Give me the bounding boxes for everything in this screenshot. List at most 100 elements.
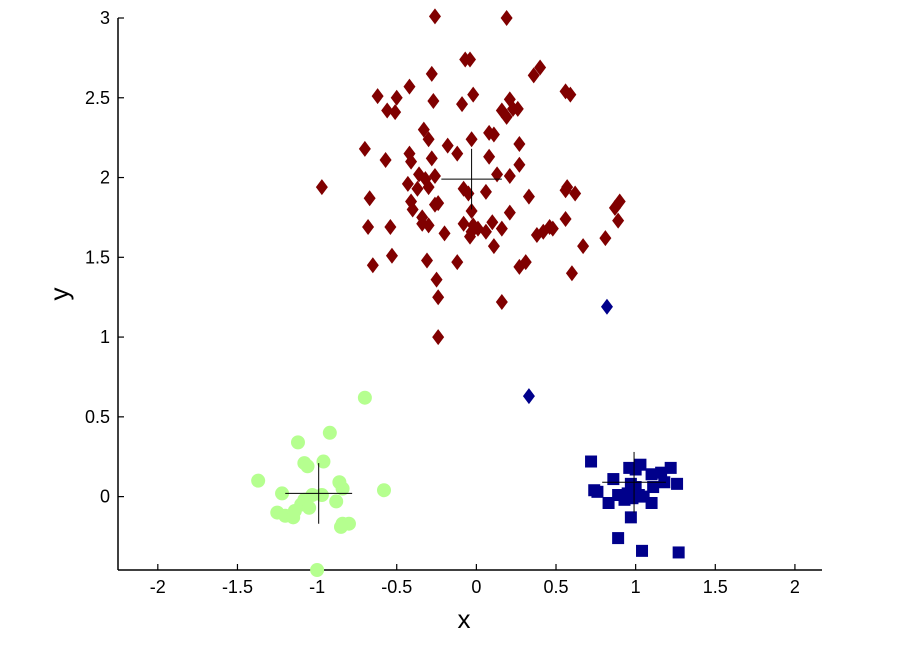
y-tick-label: 3 bbox=[100, 8, 110, 28]
data-point-diamond bbox=[546, 220, 559, 237]
y-tick-label: 2 bbox=[100, 168, 110, 188]
data-point-diamond bbox=[379, 151, 392, 168]
data-point-diamond bbox=[422, 217, 435, 234]
data-point-diamond bbox=[503, 167, 516, 184]
data-point-diamond bbox=[500, 10, 513, 26]
data-point-diamond bbox=[527, 67, 540, 84]
data-point-diamond bbox=[495, 293, 508, 310]
data-point-diamond bbox=[612, 212, 625, 229]
data-point-circle bbox=[286, 510, 301, 525]
y-tick-label: 1.5 bbox=[85, 247, 110, 267]
centroid-crosses bbox=[285, 148, 666, 524]
data-point-diamond bbox=[432, 289, 445, 306]
data-point-diamond bbox=[427, 92, 440, 109]
data-point-square bbox=[612, 532, 625, 545]
data-point-circle bbox=[300, 459, 315, 474]
data-point-diamond bbox=[451, 145, 464, 162]
data-point-diamond bbox=[464, 51, 476, 68]
data-point-square bbox=[671, 477, 684, 490]
data-point-circle bbox=[329, 494, 344, 509]
data-point-diamond bbox=[362, 218, 375, 235]
data-point-diamond bbox=[559, 211, 572, 228]
data-point-diamond bbox=[363, 190, 376, 207]
data-point-diamond bbox=[432, 195, 445, 212]
data-point-diamond bbox=[438, 225, 451, 242]
data-point-square bbox=[645, 468, 658, 481]
data-point-diamond bbox=[495, 220, 508, 237]
data-point-diamond bbox=[507, 100, 520, 117]
data-point-diamond bbox=[600, 298, 613, 315]
data-point-square bbox=[636, 544, 649, 557]
data-point-diamond bbox=[513, 136, 526, 153]
data-point-square bbox=[618, 493, 631, 506]
data-point-diamond bbox=[559, 182, 572, 199]
data-point-diamond bbox=[483, 148, 496, 165]
data-point-diamond bbox=[513, 258, 526, 275]
data-point-diamond bbox=[389, 104, 402, 121]
centroid-cross bbox=[602, 451, 666, 513]
y-tick-label: 2.5 bbox=[85, 88, 110, 108]
data-point-diamond bbox=[479, 183, 492, 200]
data-point-square bbox=[591, 485, 604, 498]
y-tick-label: 1 bbox=[100, 327, 110, 347]
data-point-square bbox=[664, 461, 677, 474]
data-point-diamond bbox=[608, 199, 621, 216]
data-point-circle bbox=[251, 473, 266, 488]
y-axis-label: y bbox=[44, 288, 74, 301]
data-point-diamond bbox=[465, 203, 478, 220]
data-point-diamond bbox=[420, 252, 433, 269]
data-points bbox=[251, 8, 685, 577]
data-point-diamond bbox=[385, 247, 398, 264]
data-point-diamond bbox=[483, 124, 496, 141]
x-tick-label: 2 bbox=[790, 577, 800, 597]
data-point-diamond bbox=[503, 204, 516, 221]
data-point-square bbox=[647, 481, 660, 494]
y-tick-label: 0 bbox=[100, 487, 110, 507]
y-ticks: 0 0.5 1 1.5 2 2.5 3 bbox=[85, 8, 124, 507]
data-point-diamond bbox=[465, 131, 478, 148]
data-point-diamond bbox=[430, 271, 443, 288]
axes bbox=[117, 18, 822, 571]
data-point-diamond bbox=[486, 214, 499, 231]
data-point-circle bbox=[335, 481, 350, 496]
data-point-diamond bbox=[425, 65, 438, 82]
data-point-square bbox=[655, 466, 668, 479]
data-point-diamond bbox=[522, 388, 535, 405]
data-point-diamond bbox=[411, 180, 424, 197]
data-point-diamond bbox=[457, 215, 470, 232]
x-tick-label: 1.5 bbox=[703, 577, 728, 597]
data-point-circle bbox=[376, 483, 391, 498]
data-point-square bbox=[585, 455, 598, 468]
x-tick-label: -0.5 bbox=[381, 577, 412, 597]
data-point-diamond bbox=[425, 150, 438, 167]
data-point-diamond bbox=[422, 179, 435, 196]
data-point-diamond bbox=[491, 166, 504, 183]
data-point-diamond bbox=[464, 228, 476, 245]
data-point-diamond bbox=[441, 137, 454, 154]
data-point-diamond bbox=[366, 257, 379, 274]
data-point-diamond bbox=[565, 265, 578, 282]
data-point-diamond bbox=[384, 218, 397, 235]
data-point-diamond bbox=[534, 59, 547, 76]
data-point-diamond bbox=[403, 78, 416, 95]
data-point-diamond bbox=[428, 167, 441, 184]
data-point-circle bbox=[275, 486, 290, 501]
data-point-diamond bbox=[599, 230, 612, 247]
data-point-diamond bbox=[500, 108, 513, 125]
data-point-diamond bbox=[503, 91, 516, 108]
data-point-diamond bbox=[530, 226, 543, 243]
x-tick-label: 1 bbox=[631, 577, 641, 597]
data-point-square bbox=[624, 511, 637, 524]
data-point-diamond bbox=[358, 140, 371, 157]
data-point-diamond bbox=[405, 153, 418, 170]
data-point-diamond bbox=[564, 86, 577, 103]
centroid-cross bbox=[441, 148, 502, 210]
x-axis-label: x bbox=[458, 604, 471, 634]
x-tick-label: -1 bbox=[309, 577, 325, 597]
data-point-circle bbox=[333, 519, 348, 534]
data-point-square bbox=[645, 496, 658, 509]
x-tick-label: -1.5 bbox=[222, 577, 253, 597]
data-point-square bbox=[607, 473, 620, 486]
y-tick-label: 0.5 bbox=[85, 407, 110, 427]
